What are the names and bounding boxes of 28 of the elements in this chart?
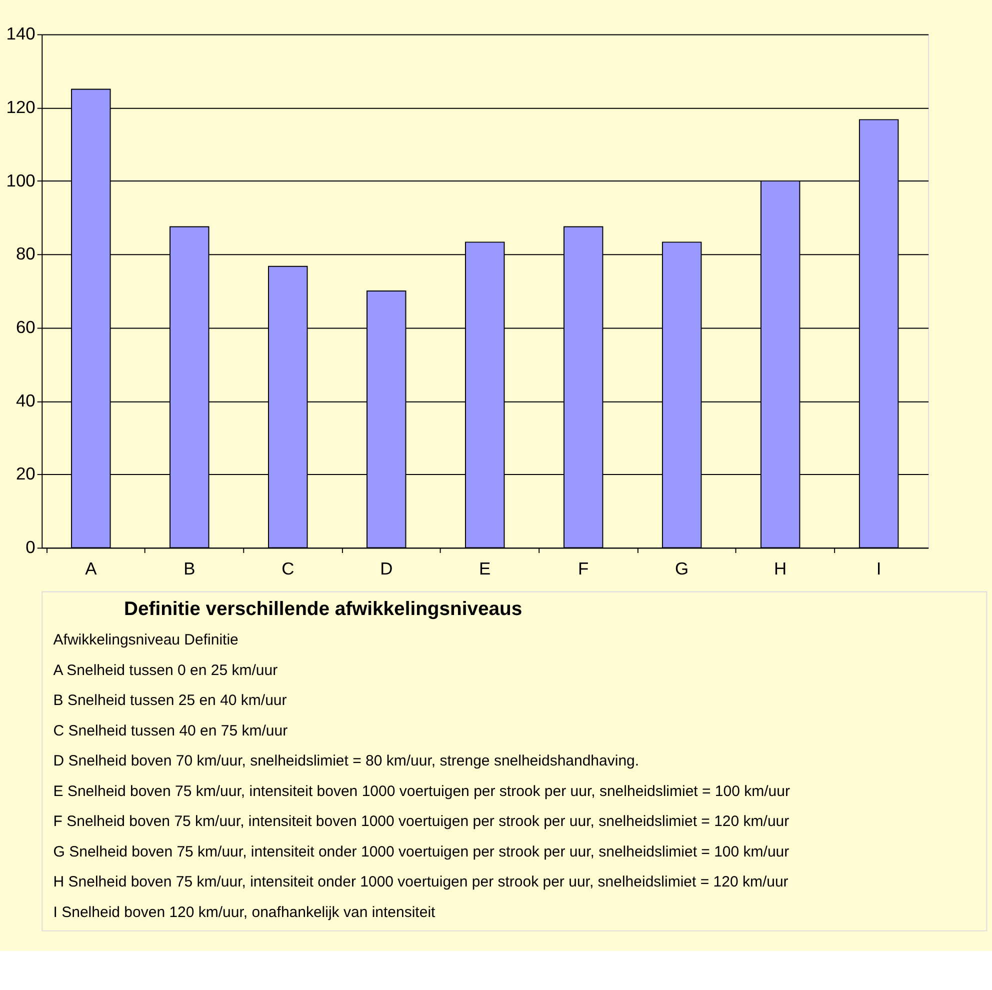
text: G Snelheid boven 75 km/uur, intensiteit onder 1000 voertuigen per strook per uur, snelheidslimiet = 100 km/uur: [53, 843, 790, 860]
text: F Snelheid boven 75 km/uur, intensiteit boven 1000 voertuigen per strook per uur, snelheidslimiet = 120 km/uur: [53, 813, 790, 830]
x-tick-label: F: [578, 558, 589, 578]
y-tick-label: 20: [16, 464, 36, 484]
x-tick-label: I: [876, 558, 882, 578]
text: A Snelheid tussen 0 en 25 km/uur: [53, 662, 278, 679]
y-tick-label: 0: [26, 537, 36, 557]
x-tick-label: H: [774, 558, 787, 578]
text: Definitie verschillende afwikkelingsniveaus: [124, 598, 522, 620]
text: B Snelheid tussen 25 en 40 km/uur: [53, 692, 287, 710]
y-tick-label: 80: [16, 244, 36, 264]
y-tick-label: 100: [6, 170, 36, 190]
y-tick-label: 60: [16, 316, 36, 337]
y-tick-label: 40: [16, 390, 36, 410]
y-tick-label: 140: [6, 24, 36, 44]
text: E Snelheid boven 75 km/uur, intensiteit boven 1000 voertuigen per strook per uur, snelheidslimiet = 100 km/uur: [53, 782, 790, 800]
y-tick-label: 120: [6, 96, 36, 117]
x-tick-label: G: [675, 558, 689, 578]
text: I Snelheid boven 120 km/uur, onafhankelijk van intensiteit: [53, 904, 436, 922]
x-tick-label: B: [184, 558, 196, 578]
x-tick-label: A: [85, 558, 98, 578]
text: C Snelheid tussen 40 en 75 km/uur: [53, 722, 288, 740]
x-tick-label: D: [380, 558, 393, 578]
x-tick-label: C: [282, 558, 294, 578]
text: Afwikkelingsniveau Definitie: [53, 632, 238, 649]
text: H Snelheid boven 75 km/uur, intensiteit onder 1000 voertuigen per strook per uur, snelheidslimiet = 120 km/uur: [53, 874, 788, 891]
text: D Snelheid boven 70 km/uur, snelheidslimiet = 80 km/uur, strenge snelheidshandhaving.: [53, 752, 640, 770]
x-tick-label: E: [479, 558, 491, 578]
